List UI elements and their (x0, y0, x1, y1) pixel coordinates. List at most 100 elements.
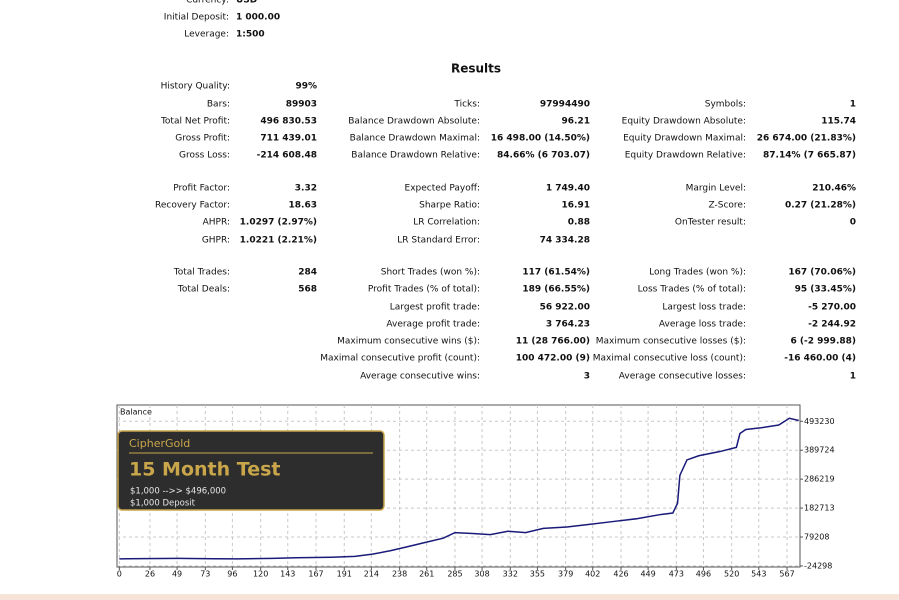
x-tick-label: 96 (227, 570, 237, 579)
field-label: Short Trades (won %): (381, 268, 480, 278)
field-label: Initial Deposit: (164, 13, 229, 23)
x-tick-label: 355 (530, 570, 545, 579)
field-label: Largest loss trade: (662, 303, 746, 313)
field-label: LR Correlation: (413, 218, 480, 228)
field-label: Average consecutive wins: (360, 372, 480, 382)
field-label: Total Trades: (173, 268, 230, 278)
field-label: Balance Drawdown Relative: (351, 151, 480, 161)
x-tick-label: 143 (280, 570, 295, 579)
field-label: Maximum consecutive wins ($): (337, 337, 480, 347)
field-value: 0.88 (568, 218, 590, 228)
field-label: Loss Trades (% of total): (638, 285, 746, 295)
x-tick-label: 379 (558, 570, 573, 579)
field-label: Equity Drawdown Relative: (625, 151, 746, 161)
x-tick-label: 402 (585, 570, 600, 579)
field-label: Sharpe Ratio: (419, 201, 480, 211)
field-label: Ticks: (453, 100, 480, 110)
x-tick-label: 191 (337, 570, 352, 579)
field-label: Equity Drawdown Maximal: (623, 134, 746, 144)
field-value: 84.66% (6 703.07) (497, 151, 590, 161)
field-value: 100 472.00 (9) (516, 354, 590, 364)
field-label: Z-Score: (709, 201, 747, 211)
y-tick-label: 286219 (804, 475, 835, 484)
field-value: -5 270.00 (808, 303, 856, 313)
y-tick-label: 182713 (804, 504, 835, 513)
x-tick-label: 332 (503, 570, 518, 579)
field-label: Average consecutive losses: (619, 372, 746, 382)
y-tick-label: 493230 (804, 417, 835, 426)
field-value: 0 (850, 218, 856, 228)
field-label: Balance Drawdown Absolute: (348, 117, 480, 127)
field-label: Maximum consecutive losses ($): (596, 337, 746, 347)
x-tick-label: 0 (117, 570, 122, 579)
field-value: USD (236, 0, 257, 6)
field-value: 95 (33.45%) (795, 285, 856, 295)
field-value: 87.14% (7 665.87) (763, 151, 856, 161)
field-value: 117 (61.54%) (522, 268, 590, 278)
results-title: Results (451, 62, 501, 76)
field-value: 96.21 (562, 117, 590, 127)
balance-line (119, 417, 799, 560)
field-value: 189 (66.55%) (522, 285, 590, 295)
field-label: LR Standard Error: (397, 236, 480, 246)
field-value: -214 608.48 (257, 151, 317, 161)
field-label: Margin Level: (686, 184, 746, 194)
field-value: 89903 (286, 100, 317, 110)
field-label: History Quality: (161, 82, 230, 92)
field-label: Leverage: (184, 30, 229, 40)
field-value: 99% (295, 82, 317, 92)
field-value: 3 764.23 (546, 320, 590, 330)
field-label: AHPR: (203, 218, 230, 228)
promo-brand: CipherGold (129, 437, 190, 450)
x-tick-label: 473 (669, 570, 684, 579)
x-tick-label: 238 (392, 570, 407, 579)
field-value: 1 000.00 (236, 13, 280, 23)
field-label: GHPR: (202, 236, 230, 246)
field-value: 97994490 (540, 100, 590, 110)
field-value: 496 830.53 (260, 117, 317, 127)
field-label: Gross Loss: (179, 151, 230, 161)
field-value: 26 674.00 (21.83%) (757, 134, 856, 144)
promo-box (117, 430, 385, 511)
y-tick-label: 79208 (804, 533, 829, 542)
field-label: OnTester result: (675, 218, 746, 228)
chart-title: Balance (120, 408, 152, 417)
field-value: 18.63 (289, 201, 317, 211)
field-label: Total Net Profit: (160, 117, 230, 127)
field-label: Profit Trades (% of total): (368, 285, 480, 295)
field-label: Long Trades (won %): (649, 268, 746, 278)
field-label: Equity Drawdown Absolute: (622, 117, 746, 127)
field-value: 1.0221 (2.21%) (240, 236, 317, 246)
promo-line: $1,000 Deposit (130, 499, 196, 509)
field-value: 74 334.28 (540, 236, 590, 246)
field-label: Balance Drawdown Maximal: (350, 134, 480, 144)
field-label: Largest profit trade: (390, 303, 480, 313)
x-tick-label: 496 (696, 570, 711, 579)
field-value: 167 (70.06%) (788, 268, 856, 278)
field-label: Average loss trade: (659, 320, 746, 330)
field-value: 1 749.40 (546, 184, 590, 194)
x-tick-label: 120 (253, 570, 268, 579)
x-tick-label: 26 (145, 570, 155, 579)
field-value: -16 460.00 (4) (784, 354, 856, 364)
field-value: 16 498.00 (14.50%) (491, 134, 590, 144)
field-value: 284 (298, 268, 317, 278)
x-tick-label: 49 (172, 570, 182, 579)
field-value: 0.27 (21.28%) (785, 201, 856, 211)
field-value: 1 (850, 100, 856, 110)
field-label: Average profit trade: (386, 320, 480, 330)
field-value: 56 922.00 (540, 303, 590, 313)
field-label: Total Deals: (177, 285, 230, 295)
y-tick-label: -24298 (804, 561, 832, 570)
field-label: Bars: (207, 100, 230, 110)
x-tick-label: 73 (200, 570, 210, 579)
field-value: 568 (298, 285, 317, 295)
field-label: Recovery Factor: (155, 201, 230, 211)
x-tick-label: 567 (779, 570, 794, 579)
x-tick-label: 308 (474, 570, 489, 579)
field-value: 711 439.01 (260, 134, 317, 144)
field-value: 16.91 (562, 201, 590, 211)
field-label: Symbols: (705, 100, 746, 110)
field-label: Maximal consecutive profit (count): (320, 354, 480, 364)
field-value: 1:500 (236, 30, 265, 40)
